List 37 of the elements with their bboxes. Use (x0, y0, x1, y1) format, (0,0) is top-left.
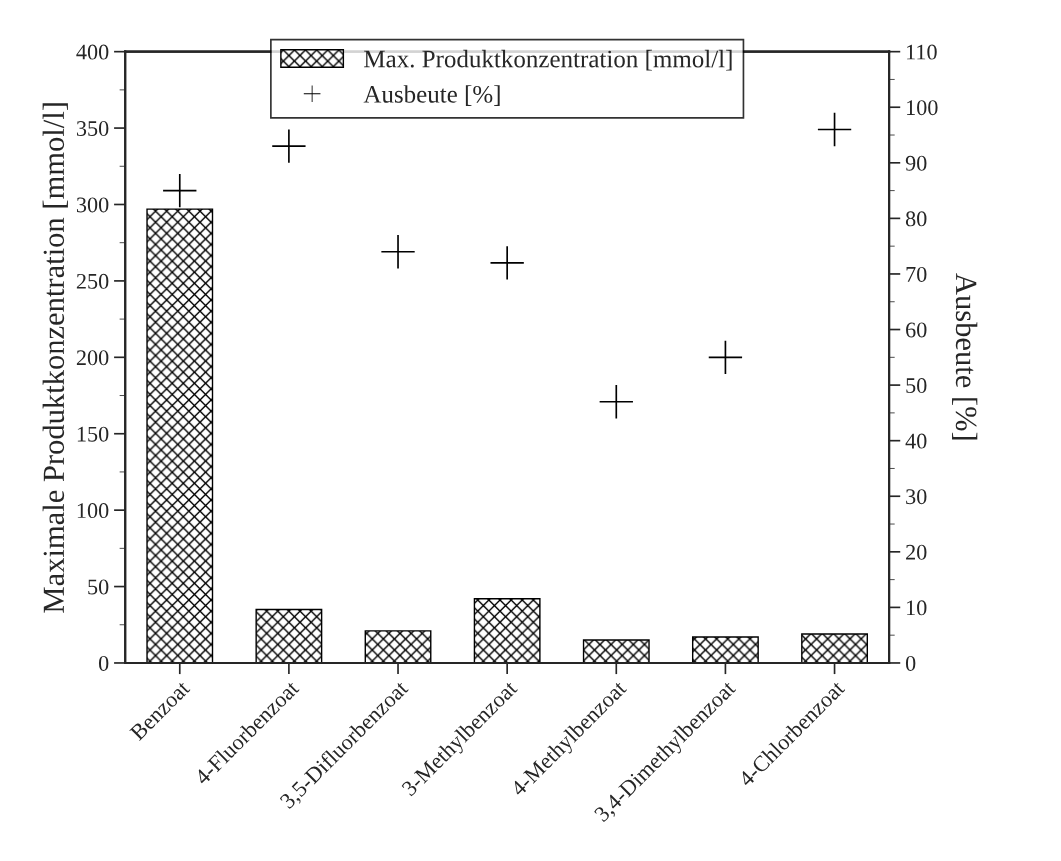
y2-axis-title: Ausbeute [%] (952, 273, 978, 440)
y2-tick-label: 10 (907, 600, 927, 616)
legend-label: Max. Produktkonzentration [mmol/l] (364, 49, 732, 71)
y2-tick-label: 70 (906, 266, 927, 282)
y-tick-label: 150 (77, 426, 109, 442)
y2-tick-label: 60 (906, 322, 927, 338)
y-tick-label: 100 (77, 503, 109, 519)
y2-tick-label: 100 (907, 100, 938, 116)
y-axis-title: Maximale Produktkonzentration [mmol/l] (42, 103, 68, 613)
y-tick-label: 0 (98, 655, 109, 671)
bar (691, 636, 759, 663)
point (599, 385, 633, 419)
point (490, 246, 524, 280)
bar (582, 639, 650, 663)
y2-tick-label: 110 (907, 44, 937, 60)
y2-tick-label: 0 (905, 655, 916, 671)
y2-tick-label: 20 (906, 544, 927, 560)
legend-label: Ausbeute [%] (363, 85, 500, 106)
point (163, 173, 197, 208)
y-tick-label: 200 (76, 350, 109, 366)
y-tick-label: 300 (76, 197, 109, 213)
y-tick-label: 350 (76, 121, 109, 136)
bar (473, 598, 541, 663)
y2-tick-label: 30 (906, 489, 927, 505)
point (708, 340, 743, 374)
y-tick-label: 250 (76, 273, 109, 289)
y-tick-label: 50 (88, 579, 109, 595)
y2-tick-label: 50 (906, 378, 927, 394)
bar (255, 608, 323, 663)
point (381, 235, 415, 269)
y2-tick-label: 40 (905, 433, 927, 449)
y2-tick-label: 80 (905, 211, 927, 227)
point (272, 129, 306, 163)
y2-tick-label: 90 (905, 155, 927, 171)
y-tick-label: 400 (76, 44, 109, 60)
bar (801, 633, 868, 663)
bar (364, 630, 432, 663)
